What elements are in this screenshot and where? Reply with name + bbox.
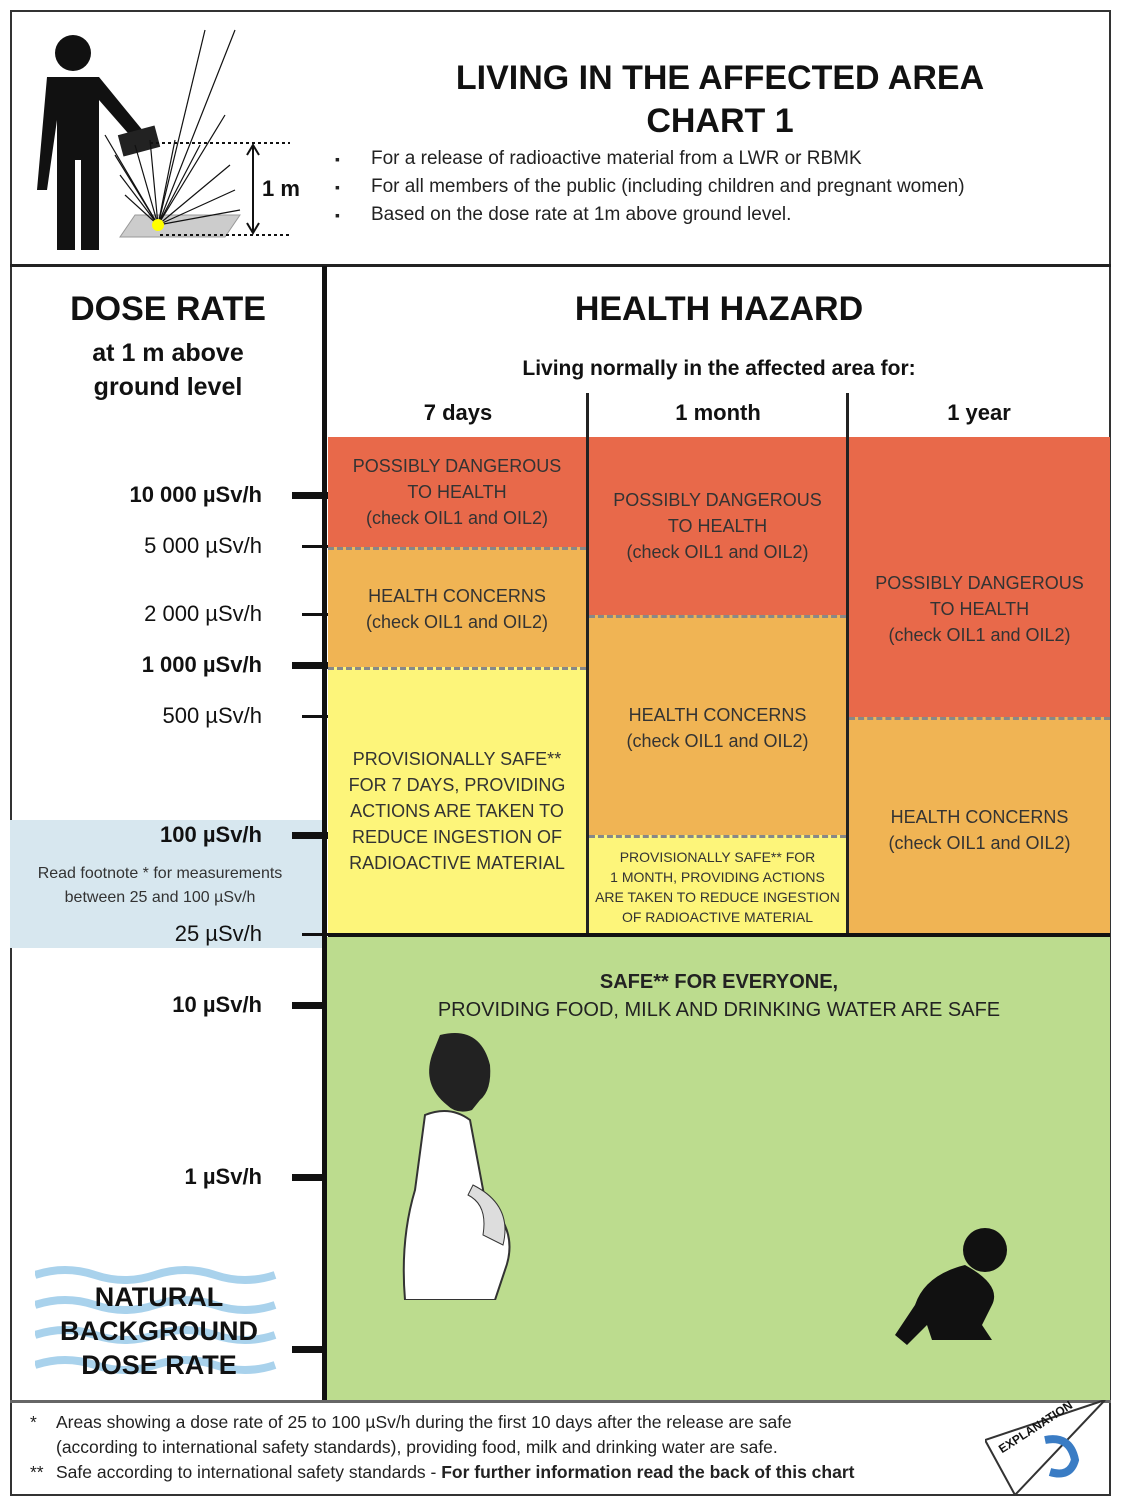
zone-7d-concern: HEALTH CONCERNS (check OIL1 and OIL2) [328, 547, 586, 667]
natural-line: NATURAL [94, 1282, 224, 1312]
dose-rate-title: DOSE RATE [70, 290, 266, 328]
tick [292, 1002, 354, 1009]
zone-7d-danger: POSSIBLY DANGEROUS TO HEALTH (check OIL1 a… [328, 437, 586, 547]
tick-label: 500 µSv/h [162, 703, 262, 728]
tick [302, 715, 344, 718]
safe-text: SAFE** FOR EVERYONE, PROVIDING FOOD, MIL… [328, 968, 1110, 1024]
zone-text: OF RADIOACTIVE MATERIAL [621, 908, 814, 925]
zone-1y-danger: POSSIBLY DANGEROUS TO HEALTH (check OIL1 a… [849, 437, 1110, 717]
header-bullets: For a release of radioactive material fr… [335, 145, 965, 229]
crawling-baby-icon [895, 1228, 1007, 1345]
zone-text: (check OIL1 and OIL2) [365, 611, 549, 632]
bullet-item: Based on the dose rate at 1m above groun… [335, 201, 965, 229]
footnote-text: Safe according to international safety s… [56, 1462, 442, 1482]
footnote-band [10, 820, 326, 948]
bullet-item: For all members of the public (including… [335, 173, 965, 201]
zone-text: PROVISIONALLY SAFE** FOR [619, 848, 816, 865]
header-divider [10, 264, 1111, 267]
explanation-corner[interactable]: EXPLANATION [985, 1400, 1110, 1495]
tick [292, 492, 354, 499]
footnote-line: between 25 and 100 µSv/h [64, 889, 256, 906]
page-curl-icon [985, 1400, 1106, 1495]
zone-text: (check OIL1 and OIL2) [626, 731, 809, 751]
tick-label: 10 µSv/h [172, 992, 262, 1017]
footnote-text: (according to international safety stand… [56, 1437, 778, 1457]
safe-text-line: PROVIDING FOOD, MILK AND DRINKING WATER … [437, 999, 1001, 1021]
health-hazard-title: HEALTH HAZARD [574, 290, 864, 328]
tick-label: 10 000 µSv/h [129, 482, 262, 507]
zone-1m-danger: POSSIBLY DANGEROUS TO HEALTH (check OIL1 a… [589, 437, 846, 615]
tick [302, 545, 344, 548]
dose-rate-subtitle: at 1 m above ground level [10, 336, 326, 404]
zone-text: HEALTH CONCERNS [368, 585, 546, 606]
footnote-mark: * [30, 1412, 37, 1432]
tick-label: 25 µSv/h [174, 921, 262, 946]
tick [292, 662, 354, 669]
zone-text: ACTIONS ARE TAKEN TO [350, 801, 564, 821]
footnote-mark: ** [30, 1462, 44, 1482]
footnote-text: Areas showing a dose rate of 25 to 100 µ… [56, 1412, 792, 1432]
tick [292, 1174, 354, 1181]
zone-text: ARE TAKEN TO REDUCE INGESTION [595, 888, 840, 905]
zone-1m-provisional: PROVISIONALLY SAFE** FOR 1 MONTH, PROVIDI… [589, 835, 846, 935]
zone-text: POSSIBLY DANGEROUS [875, 573, 1084, 593]
zone-text: TO HEALTH [407, 482, 507, 502]
health-hazard-subtitle: Living normally in the affected area for… [522, 357, 916, 380]
zone-1y-concern: HEALTH CONCERNS (check OIL1 and OIL2) [849, 717, 1110, 935]
column-header-1-year: 1 year [947, 400, 1011, 425]
column-header-7-days: 7 days [423, 400, 493, 425]
zone-1m-concern: HEALTH CONCERNS (check OIL1 and OIL2) [589, 615, 846, 835]
zone-7d-provisional: PROVISIONALLY SAFE** FOR 7 DAYS, PROVIDIN… [328, 667, 586, 935]
subtitle-line: ground level [93, 373, 243, 401]
zone-text: TO HEALTH [929, 599, 1030, 619]
footnote-bold-text: For further information read the back of… [441, 1462, 855, 1482]
tick [302, 613, 344, 616]
measure-label: 1 m [262, 176, 300, 201]
tick [302, 933, 344, 936]
column-divider [586, 393, 589, 935]
zone-text: RADIOACTIVE MATERIAL [349, 853, 565, 873]
footer-divider [10, 1400, 1111, 1403]
column-divider [846, 393, 849, 935]
zone-text: PROVISIONALLY SAFE** [352, 749, 562, 769]
tick-label: 5 000 µSv/h [144, 533, 262, 558]
page-subtitle: CHART 1 [646, 102, 794, 140]
zone-text: (check OIL1 and OIL2) [626, 542, 809, 562]
pregnant-woman-icon [402, 1033, 511, 1300]
tick [292, 1346, 354, 1353]
zone-text: (check OIL1 and OIL2) [365, 508, 549, 528]
natural-line: DOSE RATE [81, 1350, 237, 1380]
bullet-item: For a release of radioactive material fr… [335, 145, 965, 173]
zone-text: TO HEALTH [667, 516, 768, 536]
page-title: LIVING IN THE AFFECTED AREA [455, 59, 985, 97]
natural-line: BACKGROUND [60, 1316, 258, 1346]
zone-text: REDUCE INGESTION OF [351, 827, 562, 847]
tick-label: 2 000 µSv/h [144, 601, 262, 626]
tick [292, 832, 354, 839]
waves-icon [35, 1266, 277, 1374]
zone-text: POSSIBLY DANGEROUS [352, 456, 562, 476]
footnote-line: Read footnote * for measurements [37, 865, 283, 882]
tick-label: 100 µSv/h [160, 822, 262, 847]
column-header-1-month: 1 month [675, 400, 761, 425]
safe-text-line: SAFE** FOR EVERYONE, [599, 971, 839, 993]
footnote-1: * Areas showing a dose rate of 25 to 100 … [30, 1410, 854, 1485]
zone-text: FOR 7 DAYS, PROVIDING [348, 775, 566, 795]
zone-text: (check OIL1 and OIL2) [888, 625, 1071, 645]
safe-boundary [328, 933, 1110, 937]
tick-label: 1 µSv/h [184, 1164, 262, 1189]
zone-text: HEALTH CONCERNS [890, 806, 1069, 827]
zone-text: HEALTH CONCERNS [628, 705, 807, 725]
tick-label: 1 000 µSv/h [141, 652, 262, 677]
subtitle-line: at 1 m above [92, 339, 244, 367]
chart-frame [10, 10, 1111, 1496]
person-measuring-icon [37, 29, 290, 250]
band-footnote: Read footnote * for measurements between… [10, 862, 310, 910]
natural-background-label: NATURAL BACKGROUND DOSE RATE [30, 1280, 288, 1382]
zone-text: 1 MONTH, PROVIDING ACTIONS [610, 868, 825, 885]
zone-text: POSSIBLY DANGEROUS [613, 490, 822, 510]
zone-text: (check OIL1 and OIL2) [888, 832, 1071, 853]
